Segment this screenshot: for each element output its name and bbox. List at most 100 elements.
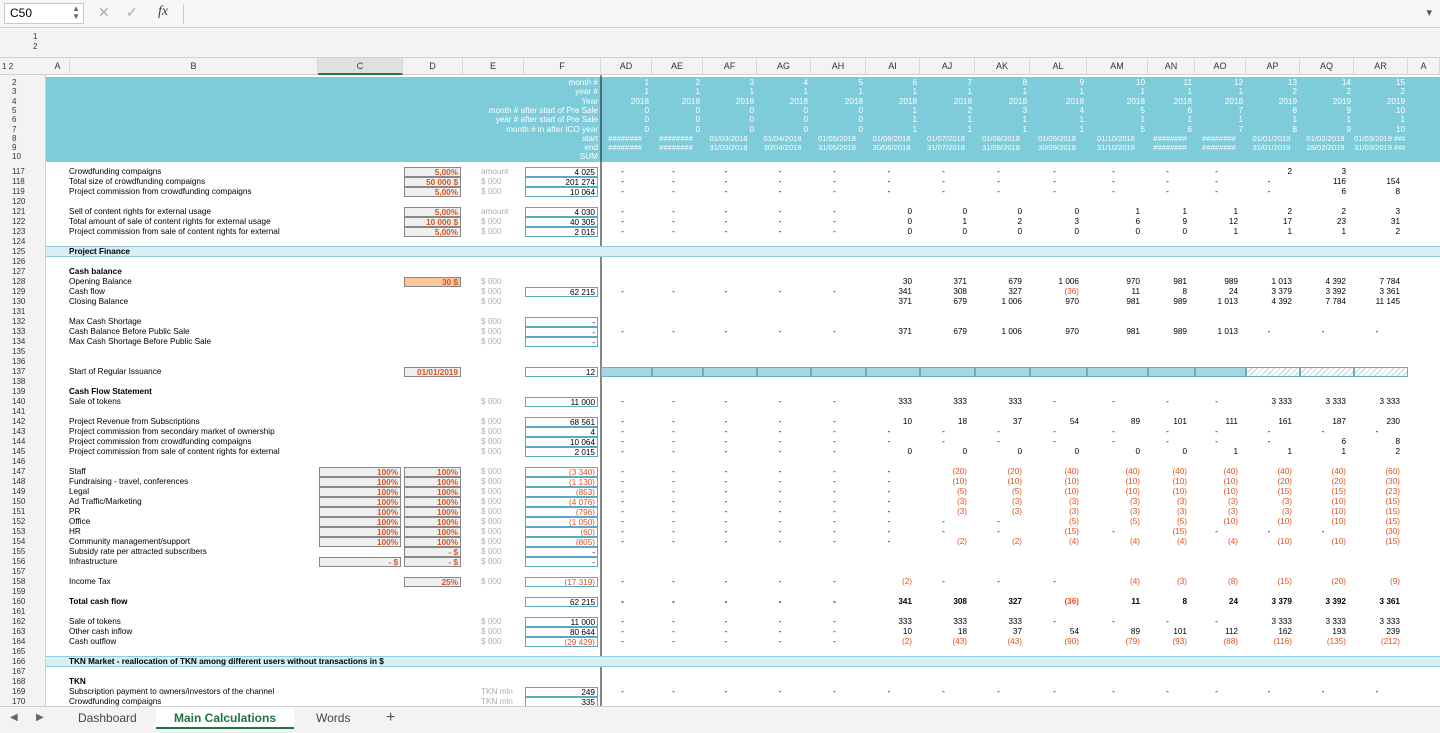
row-number[interactable]: 161 [12, 607, 26, 616]
input-cell[interactable]: 5,00% [404, 187, 461, 197]
input-cell[interactable]: 50 000 $ [404, 177, 461, 187]
input-cell[interactable]: 100% [404, 467, 461, 477]
row-number[interactable]: 130 [12, 297, 26, 306]
row-number[interactable]: 133 [12, 327, 26, 336]
row-number[interactable]: 149 [12, 487, 26, 496]
row-number[interactable]: 145 [12, 447, 26, 456]
row-number[interactable]: 140 [12, 397, 26, 406]
row-number[interactable]: 132 [12, 317, 26, 326]
row-number[interactable]: 163 [12, 627, 26, 636]
row-outline-level-2[interactable]: 2 [8, 62, 14, 71]
input-cell[interactable]: 100% [319, 527, 401, 537]
row-number[interactable]: 137 [12, 367, 26, 376]
input-cell[interactable]: 100% [404, 537, 461, 547]
row-number[interactable]: 141 [12, 407, 26, 416]
name-box[interactable]: C50 ▲ ▼ [4, 3, 84, 24]
row-number[interactable]: 135 [12, 347, 26, 356]
row-number[interactable]: 160 [12, 597, 26, 606]
column-outline-levels[interactable]: 1 2 [33, 32, 43, 54]
cancel-icon[interactable]: ✕ [98, 4, 110, 20]
row-number[interactable]: 119 [12, 187, 25, 196]
chevron-down-icon[interactable]: ▾ [1426, 7, 1432, 19]
input-cell[interactable]: 100% [319, 497, 401, 507]
input-cell[interactable]: 100% [319, 467, 401, 477]
input-cell[interactable]: 100% [404, 527, 461, 537]
row-number[interactable]: 165 [12, 647, 26, 656]
tab-words[interactable]: Words [316, 711, 351, 725]
row-outline-levels[interactable]: 1 2 [2, 58, 13, 75]
row-number[interactable]: 139 [12, 387, 26, 396]
input-cell[interactable]: 100% [404, 497, 461, 507]
row-number[interactable]: 117 [12, 167, 25, 176]
column-header-ag[interactable]: AG [757, 58, 811, 75]
input-cell[interactable]: - $ [404, 557, 461, 567]
row-number[interactable]: 138 [12, 377, 26, 386]
tab-dashboard[interactable]: Dashboard [78, 711, 137, 725]
input-cell[interactable]: 01/01/2019 [404, 367, 461, 377]
row-number[interactable]: 166 [12, 657, 26, 666]
row-number[interactable]: 125 [12, 247, 26, 256]
column-header-d[interactable]: D [403, 58, 463, 75]
row-number[interactable]: 6 [12, 115, 17, 125]
column-header-a[interactable]: A [46, 58, 70, 75]
row-number[interactable]: 164 [12, 637, 26, 646]
column-header-ao[interactable]: AO [1195, 58, 1246, 75]
row-number[interactable]: 8 [12, 133, 17, 143]
row-number[interactable]: 4 [12, 96, 17, 106]
row-number[interactable]: 167 [12, 667, 26, 676]
column-header-b[interactable]: B [70, 58, 318, 75]
column-header-ar[interactable]: AR [1354, 58, 1408, 75]
row-number[interactable]: 162 [12, 617, 26, 626]
row-number[interactable]: 7 [12, 124, 17, 134]
column-header-ap[interactable]: AP [1246, 58, 1300, 75]
input-cell[interactable]: 5,00% [404, 167, 461, 177]
column-header-ad[interactable]: AD [601, 58, 652, 75]
row-number[interactable]: 134 [12, 337, 26, 346]
row-number[interactable]: 150 [12, 497, 26, 506]
column-header-ak[interactable]: AK [975, 58, 1030, 75]
row-number[interactable]: 148 [12, 477, 26, 486]
row-number[interactable]: 121 [12, 207, 26, 216]
input-cell[interactable]: 100% [404, 477, 461, 487]
row-number[interactable]: 146 [12, 457, 26, 466]
prev-sheet-icon[interactable]: ◀ [10, 712, 18, 723]
outline-level-2[interactable]: 2 [33, 42, 38, 51]
row-number[interactable]: 5 [12, 105, 17, 115]
column-header-e[interactable]: E [463, 58, 524, 75]
input-cell[interactable]: 100% [404, 487, 461, 497]
row-number[interactable]: 170 [12, 697, 26, 706]
input-cell[interactable]: - $ [404, 547, 461, 557]
column-header-aq[interactable]: AQ [1300, 58, 1354, 75]
column-header-al[interactable]: AL [1030, 58, 1087, 75]
row-number[interactable]: 157 [12, 567, 26, 576]
row-number[interactable]: 126 [12, 257, 26, 266]
column-header-af[interactable]: AF [703, 58, 757, 75]
row-number[interactable]: 144 [12, 437, 26, 446]
row-number[interactable]: 142 [12, 417, 26, 426]
row-number[interactable]: 158 [12, 577, 26, 586]
input-cell[interactable]: 5,00% [404, 227, 461, 237]
next-sheet-icon[interactable]: ▶ [36, 712, 44, 723]
row-number[interactable]: 156 [12, 557, 26, 566]
input-cell[interactable]: 100% [404, 507, 461, 517]
row-number[interactable]: 147 [12, 467, 26, 476]
row-number[interactable]: 154 [12, 537, 26, 546]
worksheet-grid[interactable]: month # year # Year month # after start of … [46, 75, 1440, 706]
add-sheet-button[interactable]: + [386, 709, 396, 726]
column-header-a[interactable]: A [1408, 58, 1440, 75]
input-cell[interactable]: 5,00% [404, 207, 461, 217]
row-number[interactable]: 143 [12, 427, 26, 436]
tab-main-calculations[interactable]: Main Calculations [156, 707, 295, 729]
input-cell[interactable]: 100% [319, 477, 401, 487]
row-number[interactable]: 159 [12, 587, 26, 596]
row-number[interactable]: 128 [12, 277, 26, 286]
row-number[interactable]: 131 [12, 307, 26, 316]
row-number[interactable]: 136 [12, 357, 26, 366]
stepper-icon[interactable]: ▲ ▼ [72, 4, 80, 21]
row-number[interactable]: 2 [12, 78, 17, 87]
row-number[interactable]: 9 [12, 143, 17, 153]
row-number[interactable]: 169 [12, 687, 26, 696]
input-cell[interactable]: 100% [319, 487, 401, 497]
column-header-ae[interactable]: AE [652, 58, 703, 75]
column-header-an[interactable]: AN [1148, 58, 1195, 75]
